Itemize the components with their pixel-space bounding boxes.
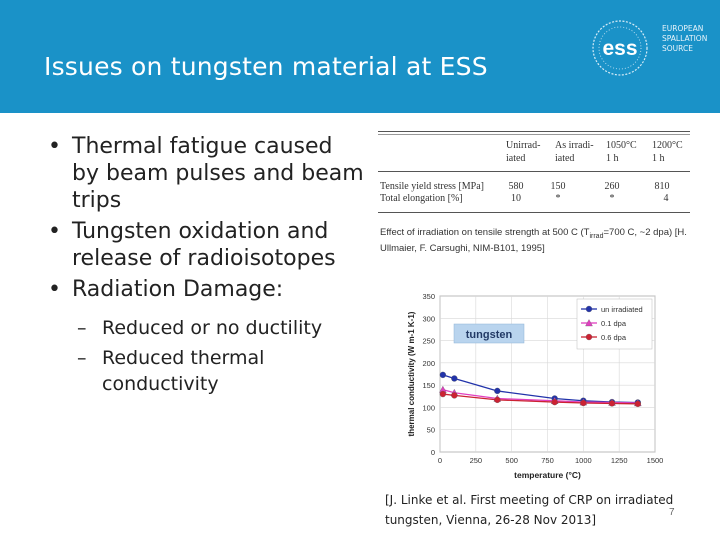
data-point [439,371,447,379]
inset-label-box [453,323,525,344]
y-tick-label: 0 [431,448,435,457]
legend-entry: 0.6 dpa [601,333,627,342]
logo-text: EUROPEAN SPALLATION SOURCE [662,24,707,54]
y-axis-label: thermal conductivity (W m-1 K-1) [407,311,416,436]
table-cell: 260 [604,181,620,192]
logo-line: SPALLATION [662,34,708,43]
sub-bullet-item: Reduced or no ductility [44,315,364,341]
sub-bullet-list: Reduced or no ductility Reduced thermal … [44,315,364,397]
slide-title: Issues on tungsten material at ESS [44,52,488,81]
x-tick-label: 1000 [575,456,592,465]
y-tick-label: 350 [422,292,435,301]
table-caption: Effect of irradiation on tensile strengt… [380,227,710,255]
table-cell: * [555,193,561,204]
table-header: 1200°C [652,140,683,151]
x-axis-label: temperature (°C) [514,470,581,480]
table-cell: 810 [654,181,670,192]
table-cell: 150 [550,181,566,192]
y-tick-label: 250 [422,337,435,346]
table-header: iated [555,153,575,164]
data-point [551,398,558,406]
data-point [585,319,593,327]
table-header: Unirrad- [506,140,541,151]
data-point [608,400,616,407]
x-tick-label: 750 [541,456,554,465]
inset-label: tungsten [466,329,513,341]
data-point [494,396,501,404]
thermal-conductivity-chart: 0 50 100 150 200 250 300 350 0 250 500 750 1000 1250 1… [407,292,663,480]
bullet-list: Thermal fatigue caused by beam pulses an… [44,133,364,397]
tensile-table: Unirrad- iated As irradi- iated 1050°C 1… [378,128,690,218]
x-tick-label: 1250 [611,456,628,465]
table-header: 1 h [652,153,665,164]
logo-line: EUROPEAN [662,24,704,33]
chart-axes: 0 50 100 150 200 250 300 350 0 250 500 750 1000 1250 1… [407,292,663,480]
table-header: 1050°C [606,140,637,151]
data-point [451,392,458,399]
x-tick-label: 0 [438,456,442,465]
legend-entry: 0.1 dpa [601,319,627,328]
bullet-item: Radiation Damage: [44,276,364,303]
x-tick-label: 250 [470,456,483,465]
slide-header: Issues on tungsten material at ESS [0,0,720,113]
page-number: 7 [669,507,675,518]
legend-entry: un irradiated [601,305,643,314]
table-header: iated [506,153,526,164]
data-point [451,375,458,382]
y-tick-label: 50 [427,426,435,435]
data-point [439,390,447,398]
table-cell: 4 [663,193,669,204]
data-point [585,305,593,313]
data-point [580,399,587,407]
bullet-item: Tungsten oxidation and release of radioi… [44,218,364,272]
sub-bullet-item: Reduced thermal conductivity [44,345,364,397]
table-header: 1 h [606,153,619,164]
table-cell: 580 [508,181,524,192]
y-tick-label: 100 [422,403,435,412]
table-cell: * [609,193,615,204]
caption-text: Effect of irradiation on tensile strengt… [380,227,590,238]
table-header: As irradi- [555,140,594,151]
logo-line: SOURCE [662,44,693,53]
y-tick-label: 300 [422,314,435,323]
table-cell: 10 [511,193,521,204]
table-row-label: Total elongation [%] [380,193,463,204]
chart-legend: un irradiated 0.1 dpa 0.6 dpa [576,298,653,350]
bullet-item: Thermal fatigue caused by beam pulses an… [44,133,364,214]
data-point [494,387,501,395]
table-row-label: Tensile yield stress [MPa] [380,181,485,192]
ess-logo: ess [592,20,648,76]
caption-text: =700 C, ~2 dpa) [H. Ullmaier, F. Carsugh… [380,227,687,254]
y-tick-label: 200 [422,359,435,368]
data-point [634,400,641,408]
y-tick-label: 150 [422,381,435,390]
reference-citation: [J. Linke et al. First meeting of CRP on… [385,493,674,527]
data-point [585,333,593,341]
x-tick-label: 500 [505,456,518,465]
caption-subscript: irrad [589,232,604,240]
chart-series [439,371,642,408]
logo-mark: ess [602,37,637,60]
x-tick-label: 1500 [647,456,664,465]
